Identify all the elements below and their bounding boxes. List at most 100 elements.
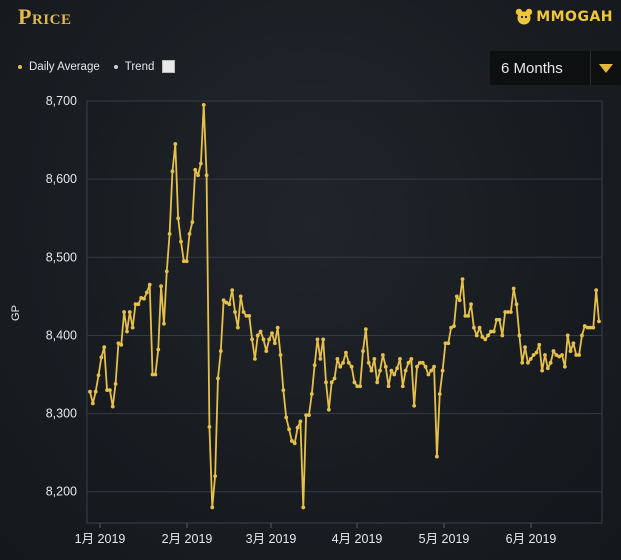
data-point[interactable] bbox=[272, 341, 277, 346]
data-point[interactable] bbox=[415, 364, 419, 369]
data-point[interactable] bbox=[238, 294, 243, 299]
data-point[interactable] bbox=[184, 259, 189, 264]
data-point[interactable] bbox=[403, 368, 408, 373]
data-point[interactable] bbox=[253, 356, 257, 361]
data-point[interactable] bbox=[449, 325, 454, 330]
data-point[interactable] bbox=[275, 325, 280, 330]
data-point[interactable] bbox=[565, 333, 570, 338]
data-point[interactable] bbox=[378, 368, 382, 373]
data-point[interactable] bbox=[389, 368, 394, 373]
range-select[interactable]: 6 Months bbox=[490, 51, 621, 85]
data-point[interactable] bbox=[341, 360, 345, 365]
data-point[interactable] bbox=[517, 333, 522, 338]
data-point[interactable] bbox=[176, 216, 181, 221]
data-point[interactable] bbox=[181, 259, 186, 264]
data-point[interactable] bbox=[568, 349, 573, 353]
data-point[interactable] bbox=[133, 302, 138, 307]
data-point[interactable] bbox=[244, 314, 249, 318]
data-point[interactable] bbox=[153, 372, 158, 377]
data-point[interactable] bbox=[426, 372, 431, 377]
data-point[interactable] bbox=[281, 388, 286, 393]
data-point[interactable] bbox=[301, 505, 306, 510]
data-point[interactable] bbox=[369, 368, 374, 373]
data-point[interactable] bbox=[543, 353, 547, 357]
data-point[interactable] bbox=[307, 413, 311, 418]
data-point[interactable] bbox=[201, 103, 206, 107]
data-point[interactable] bbox=[227, 302, 232, 307]
data-point[interactable] bbox=[514, 302, 519, 307]
data-point[interactable] bbox=[443, 341, 448, 346]
data-point[interactable] bbox=[119, 342, 124, 347]
data-point[interactable] bbox=[250, 337, 254, 342]
data-point[interactable] bbox=[395, 366, 400, 371]
range-select-toggle[interactable] bbox=[590, 51, 621, 85]
data-point[interactable] bbox=[474, 333, 479, 338]
data-point[interactable] bbox=[289, 439, 294, 443]
data-point[interactable] bbox=[150, 372, 155, 377]
data-point[interactable] bbox=[96, 373, 101, 378]
data-point[interactable] bbox=[383, 364, 388, 369]
data-point[interactable] bbox=[196, 173, 200, 178]
data-point[interactable] bbox=[520, 360, 525, 365]
data-point[interactable] bbox=[477, 325, 482, 330]
data-point[interactable] bbox=[463, 314, 468, 318]
data-point[interactable] bbox=[500, 333, 505, 338]
data-point[interactable] bbox=[582, 324, 587, 328]
data-point[interactable] bbox=[557, 354, 562, 359]
legend-trend[interactable]: Trend bbox=[113, 61, 154, 73]
data-point[interactable] bbox=[534, 350, 539, 355]
data-point[interactable] bbox=[108, 388, 112, 393]
data-point[interactable] bbox=[102, 345, 107, 350]
data-point[interactable] bbox=[312, 363, 317, 368]
data-point[interactable] bbox=[372, 356, 377, 361]
data-point[interactable] bbox=[93, 389, 98, 394]
data-point[interactable] bbox=[571, 341, 576, 346]
data-point[interactable] bbox=[435, 454, 439, 459]
data-point[interactable] bbox=[298, 419, 303, 424]
data-point[interactable] bbox=[483, 337, 488, 342]
data-point[interactable] bbox=[562, 364, 567, 369]
data-point[interactable] bbox=[471, 325, 476, 330]
data-point[interactable] bbox=[207, 424, 212, 429]
data-point[interactable] bbox=[241, 310, 246, 314]
data-point[interactable] bbox=[338, 364, 343, 369]
data-point[interactable] bbox=[159, 284, 163, 289]
data-point[interactable] bbox=[204, 173, 209, 178]
data-point[interactable] bbox=[594, 288, 599, 293]
data-point[interactable] bbox=[292, 441, 297, 446]
data-point[interactable] bbox=[173, 142, 178, 146]
data-point[interactable] bbox=[409, 356, 414, 361]
data-point[interactable] bbox=[398, 356, 402, 361]
data-point[interactable] bbox=[480, 335, 485, 339]
data-point[interactable] bbox=[113, 382, 118, 386]
data-point[interactable] bbox=[554, 353, 559, 357]
data-point[interactable] bbox=[90, 401, 95, 406]
data-point[interactable] bbox=[193, 167, 198, 172]
data-point[interactable] bbox=[287, 427, 291, 432]
data-point[interactable] bbox=[548, 360, 553, 365]
data-point[interactable] bbox=[164, 269, 169, 274]
data-point[interactable] bbox=[580, 333, 584, 338]
data-point[interactable] bbox=[247, 314, 252, 318]
data-point[interactable] bbox=[392, 372, 397, 377]
data-point[interactable] bbox=[258, 329, 263, 334]
data-point[interactable] bbox=[540, 368, 545, 373]
data-point[interactable] bbox=[446, 341, 451, 346]
data-point[interactable] bbox=[332, 376, 337, 381]
data-point[interactable] bbox=[162, 321, 166, 326]
data-point[interactable] bbox=[304, 413, 309, 418]
data-point[interactable] bbox=[110, 404, 115, 409]
data-point[interactable] bbox=[270, 331, 274, 335]
data-point[interactable] bbox=[503, 310, 508, 314]
data-point[interactable] bbox=[363, 327, 368, 332]
data-point[interactable] bbox=[122, 310, 127, 314]
data-point[interactable] bbox=[156, 347, 161, 352]
data-point[interactable] bbox=[221, 298, 226, 303]
data-point[interactable] bbox=[489, 329, 493, 334]
data-point[interactable] bbox=[278, 353, 283, 357]
data-point[interactable] bbox=[551, 349, 556, 353]
data-point[interactable] bbox=[574, 353, 579, 357]
data-point[interactable] bbox=[136, 302, 141, 307]
data-point[interactable] bbox=[315, 337, 320, 342]
data-point[interactable] bbox=[523, 345, 527, 350]
